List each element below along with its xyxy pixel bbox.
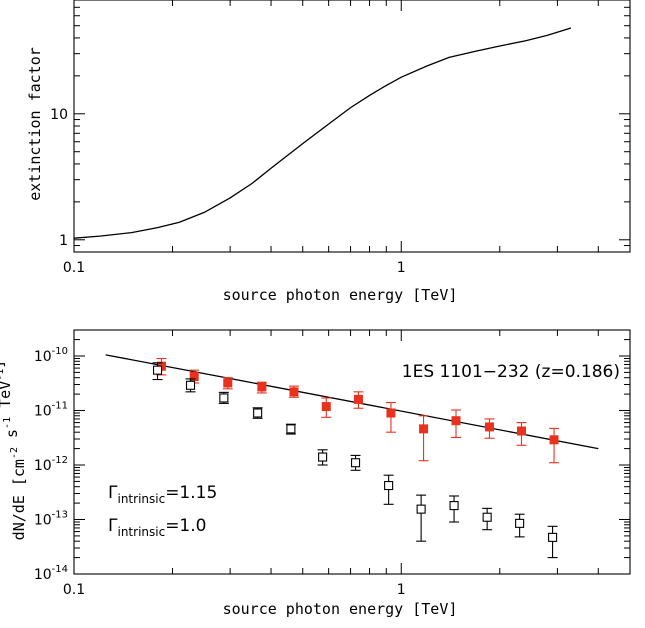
data-point-black <box>286 424 296 434</box>
plot-frame <box>73 329 631 575</box>
y-tick-label: 10-11 <box>34 401 68 420</box>
data-point-red <box>419 424 429 434</box>
y-axis-title: dN/dE [cm-2 s-1 TeV-1] <box>0 360 28 541</box>
data-point-black <box>253 408 263 418</box>
data-point-black <box>384 480 394 491</box>
data-point-red <box>516 426 526 436</box>
data-point-red <box>289 387 299 397</box>
extinction-panel: 0.1 1 1 10 source photon energy [TeV] extinct… <box>26 0 631 304</box>
data-point-red <box>223 378 233 388</box>
data-point-black <box>219 393 229 403</box>
data-point-black <box>548 532 558 542</box>
data-point-black <box>351 458 361 468</box>
data-point-red <box>353 394 363 404</box>
fit-line <box>105 354 599 450</box>
x-axis-title: source photon energy [TeV] <box>223 286 458 304</box>
y-tick-label: 10-13 <box>34 510 68 529</box>
spectrum-panel: 0.1 1 10-14 10-13 10-12 10-11 10-10 source phot… <box>0 329 631 618</box>
data-point-red <box>549 435 559 445</box>
data-point-black <box>449 501 459 511</box>
gamma-red-label: Γintrinsic=1.15 <box>108 483 217 506</box>
data-point-black <box>185 380 196 390</box>
y-tick-label: 10-10 <box>34 346 68 365</box>
x-tick-label: 1 <box>397 260 406 276</box>
data-point-black <box>482 512 492 522</box>
data-point-red <box>386 408 396 418</box>
extinction-curve <box>73 27 572 239</box>
x-tick-label: 0.1 <box>63 260 85 276</box>
data-point-black <box>416 504 426 514</box>
y-tick-label: 1 <box>59 233 68 249</box>
plot-frame <box>73 0 631 253</box>
y-tick-label: 10-12 <box>34 455 68 474</box>
x-tick-label: 0.1 <box>63 582 85 598</box>
y-tick-label: 10 <box>50 107 68 123</box>
data-point-black <box>318 452 328 462</box>
y-axis-title: extinction factor <box>26 47 44 201</box>
y-tick-label: 10-14 <box>34 564 68 583</box>
data-point-black <box>152 365 163 375</box>
data-point-red <box>451 416 461 426</box>
data-point-red <box>189 372 199 382</box>
source-label: 1ES 1101−232 (z=0.186) <box>402 362 620 382</box>
data-point-black <box>515 518 525 528</box>
data-point-red <box>321 402 331 412</box>
x-tick-label: 1 <box>397 582 406 598</box>
data-point-red <box>484 422 494 432</box>
data-point-red <box>257 382 267 392</box>
x-axis-title: source photon energy [TeV] <box>223 600 458 618</box>
gamma-black-label: Γintrinsic=1.0 <box>108 516 206 539</box>
